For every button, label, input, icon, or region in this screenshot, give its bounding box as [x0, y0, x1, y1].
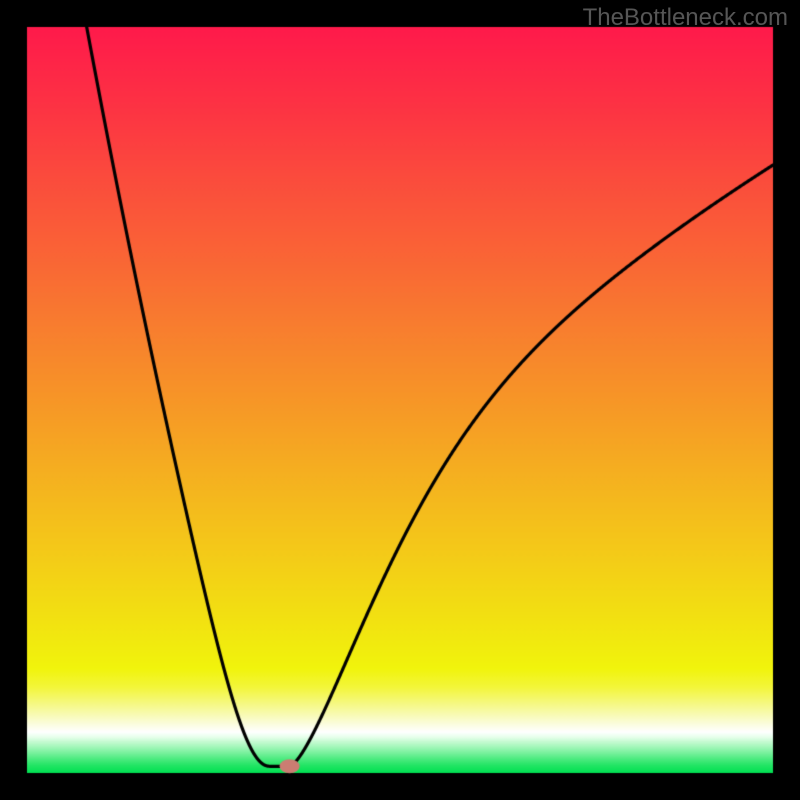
bottleneck-curve-chart [0, 0, 800, 800]
chart-container: TheBottleneck.com [0, 0, 800, 800]
